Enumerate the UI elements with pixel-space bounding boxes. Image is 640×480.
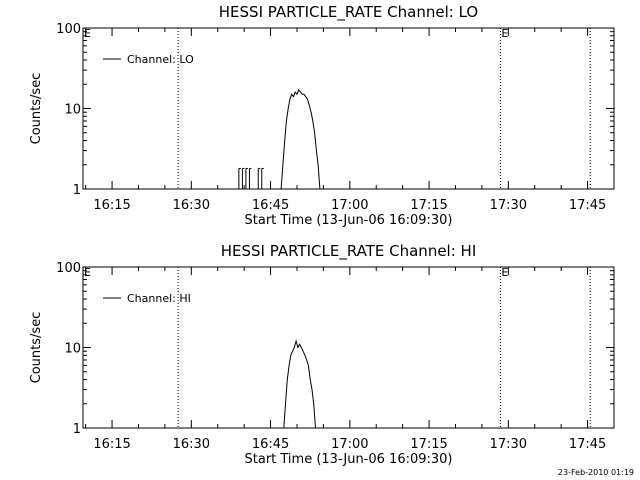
x-tick-label: 16:30: [173, 437, 210, 452]
eclipse-marker: E: [84, 27, 91, 40]
x-tick-label: 16:15: [93, 198, 130, 213]
eclipse-marker: E: [501, 27, 508, 40]
eclipse-marker: E: [84, 266, 91, 279]
y-axis-label: Counts/sec: [29, 312, 44, 384]
x-tick-label: 16:30: [173, 198, 210, 213]
y-tick-label: 100: [56, 22, 81, 37]
x-tick-label: 17:15: [410, 198, 447, 213]
x-tick-label: 17:30: [490, 437, 527, 452]
chart-title: HESSI PARTICLE_RATE Channel: HI: [221, 242, 477, 261]
plot-timestamp: 23-Feb-2010 01:19: [557, 468, 634, 477]
y-tick-label: 1: [73, 422, 81, 437]
chart-title: HESSI PARTICLE_RATE Channel: LO: [219, 3, 478, 22]
x-tick-label: 17:45: [569, 198, 606, 213]
y-tick-label: 1: [73, 183, 81, 198]
x-tick-label: 17:00: [331, 437, 368, 452]
x-tick-label: 17:30: [490, 198, 527, 213]
x-tick-label: 16:45: [252, 437, 289, 452]
legend-entry: Channel: LO: [127, 53, 194, 66]
x-tick-label: 16:45: [252, 198, 289, 213]
x-tick-label: 17:00: [331, 198, 368, 213]
chart-panel-1: HESSI PARTICLE_RATE Channel: LO 1 10 100 Cou…: [29, 3, 615, 228]
x-tick-label: 17:45: [569, 437, 606, 452]
y-axis-label: Counts/sec: [29, 73, 44, 145]
x-tick-label: 16:15: [93, 437, 130, 452]
chart-panel-2: HESSI PARTICLE_RATE Channel: HI 1 10 100 Cou…: [29, 242, 615, 467]
y-tick-label: 10: [64, 103, 81, 118]
x-tick-label: 17:15: [410, 437, 447, 452]
legend-entry: Channel: HI: [127, 292, 191, 305]
data-series-line: [280, 88, 321, 190]
x-axis-label: Start Time (13-Jun-06 16:09:30): [245, 213, 453, 228]
y-tick-label: 10: [64, 342, 81, 357]
eclipse-marker: E: [501, 266, 508, 279]
y-tick-label: 100: [56, 261, 81, 276]
x-axis-label: Start Time (13-Jun-06 16:09:30): [245, 452, 453, 467]
data-series-line: [283, 339, 316, 429]
